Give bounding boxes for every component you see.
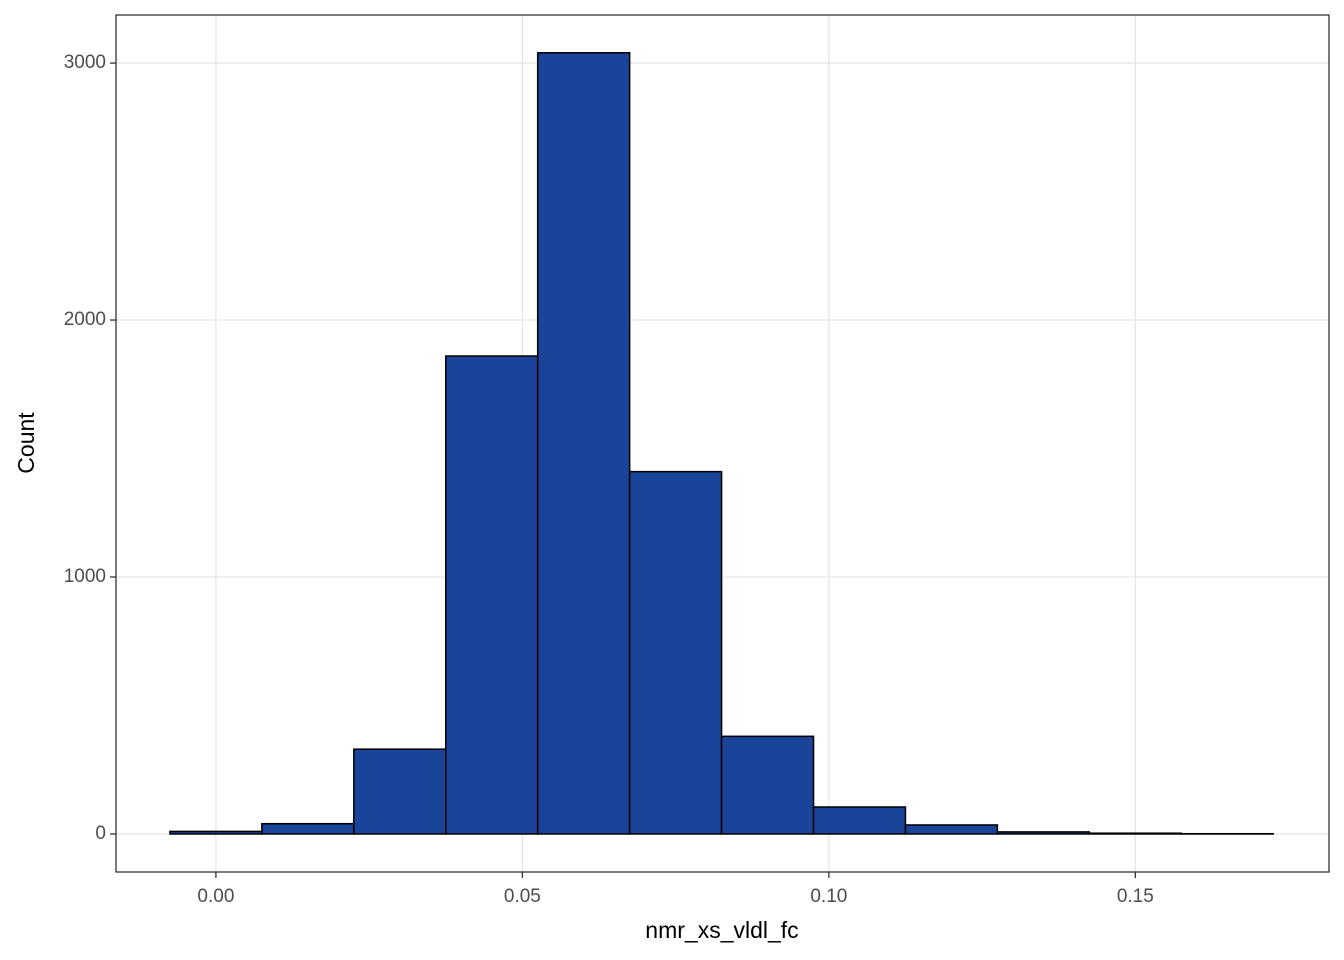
bar: [1088, 832, 1183, 835]
x-tick-label: 0.15: [1117, 886, 1154, 907]
bar: [169, 830, 263, 835]
bar: [628, 470, 723, 835]
bar: [536, 52, 631, 835]
bar: [720, 735, 815, 835]
y-axis-title: Count: [13, 412, 39, 474]
y-tick-label: 3000: [64, 52, 106, 73]
panel-border: [115, 14, 1330, 873]
panel-background: [116, 15, 1329, 872]
bar: [445, 355, 539, 835]
bar: [261, 822, 355, 835]
x-tick-label: 0.10: [810, 886, 847, 907]
x-axis-title: nmr_xs_vldl_fc: [645, 917, 798, 943]
bar: [812, 806, 907, 835]
y-tick-label: 0: [95, 823, 106, 844]
y-tick-label: 2000: [64, 309, 106, 330]
x-tick-label: 0.00: [197, 886, 234, 907]
bar: [996, 831, 1091, 835]
bar: [353, 748, 447, 835]
bar: [904, 824, 999, 835]
y-tick-label: 1000: [64, 566, 106, 587]
x-tick-label: 0.05: [504, 886, 541, 907]
